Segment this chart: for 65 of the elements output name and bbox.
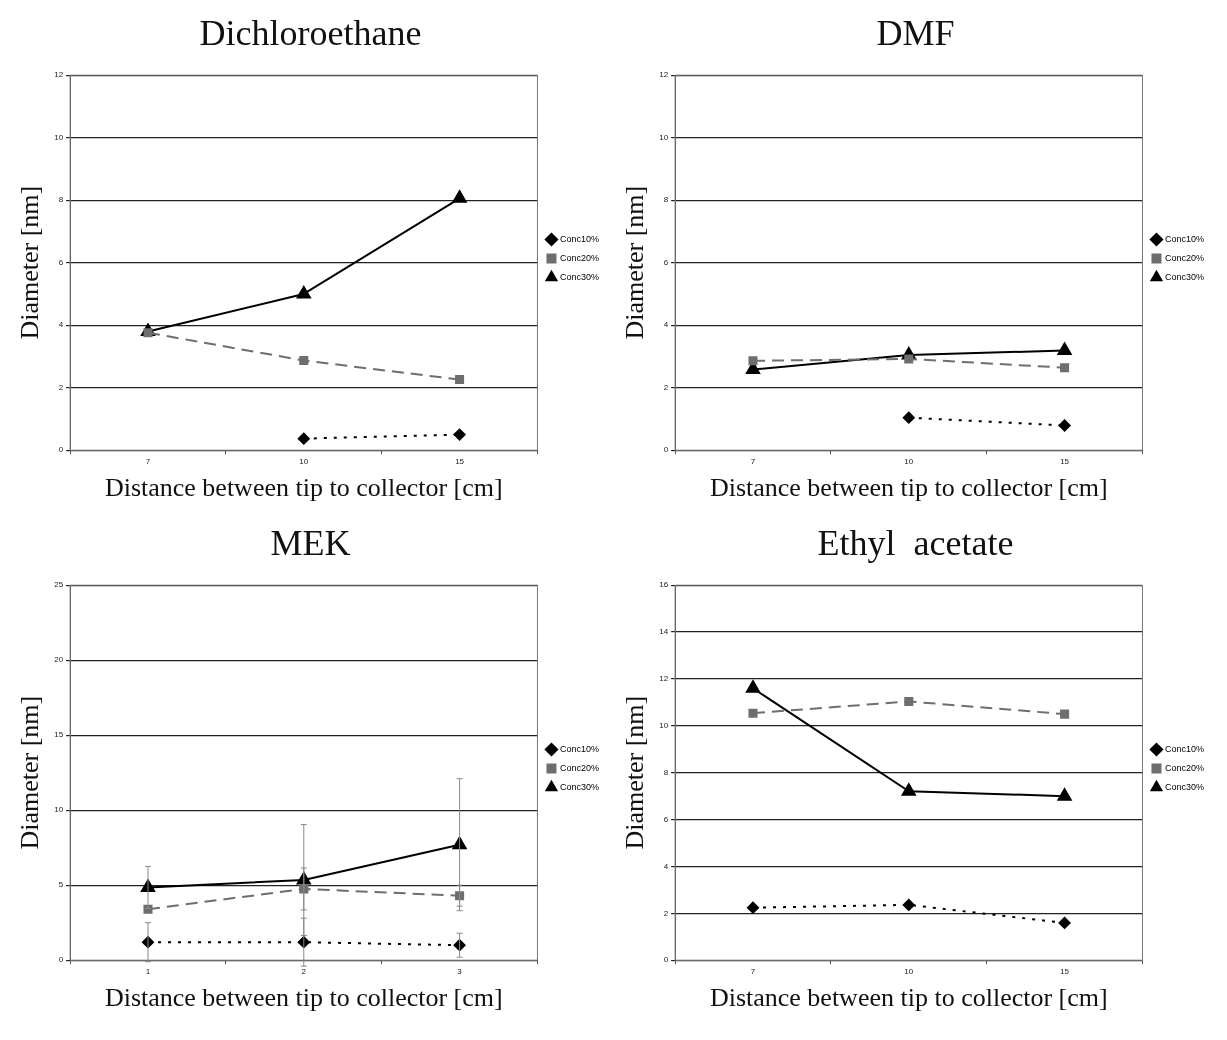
x-tick-label: 7 bbox=[145, 457, 151, 467]
y-tick-label: 6 bbox=[663, 257, 669, 267]
y-tick-label: 6 bbox=[58, 257, 64, 267]
x-tick-label: 15 bbox=[455, 457, 465, 467]
legend-label: Conc30% bbox=[559, 271, 600, 282]
legend-label: Conc30% bbox=[1164, 781, 1205, 792]
x-tick-label: 10 bbox=[904, 457, 914, 467]
legend-label: Conc10% bbox=[1164, 743, 1205, 754]
y-tick-label: 0 bbox=[663, 445, 669, 455]
x-axis-title: Distance between tip to collector [cm] bbox=[104, 473, 503, 503]
chart-title: Dichloroethane bbox=[199, 13, 422, 54]
x-tick-label: 15 bbox=[1060, 457, 1070, 467]
x-tick-label: 1 bbox=[145, 967, 151, 977]
y-tick-label: 4 bbox=[58, 320, 64, 330]
y-tick-label: 8 bbox=[58, 195, 64, 205]
x-tick-label: 15 bbox=[1060, 967, 1070, 977]
chart-title: DMF bbox=[876, 13, 955, 54]
y-tick-label: 2 bbox=[58, 382, 64, 392]
y-tick-label: 2 bbox=[663, 908, 669, 918]
y-tick-label: 0 bbox=[663, 955, 669, 965]
y-tick-label: 10 bbox=[54, 132, 64, 142]
y-tick-label: 8 bbox=[663, 767, 669, 777]
legend-label: Conc20% bbox=[559, 762, 600, 773]
y-tick-label: 0 bbox=[58, 445, 64, 455]
y-tick-label: 12 bbox=[659, 70, 669, 80]
y-axis-title: Diameter [nm] bbox=[620, 185, 650, 340]
y-axis-title: Diameter [nm] bbox=[15, 695, 45, 850]
x-tick-label: 7 bbox=[750, 967, 756, 977]
legend-label: Conc30% bbox=[1164, 271, 1205, 282]
x-axis-title: Distance between tip to collector [cm] bbox=[709, 983, 1108, 1013]
x-tick-label: 10 bbox=[299, 457, 309, 467]
x-axis-title: Distance between tip to collector [cm] bbox=[104, 983, 503, 1013]
y-tick-label: 8 bbox=[663, 195, 669, 205]
x-tick-label: 3 bbox=[457, 967, 463, 977]
y-tick-label: 10 bbox=[54, 805, 64, 815]
y-tick-label: 2 bbox=[663, 382, 669, 392]
legend-label: Conc20% bbox=[1164, 252, 1205, 263]
legend-label: Conc20% bbox=[1164, 762, 1205, 773]
y-axis-title: Diameter [nm] bbox=[15, 185, 45, 340]
y-tick-label: 12 bbox=[54, 70, 64, 80]
y-tick-label: 4 bbox=[663, 861, 669, 871]
y-axis-title: Diameter [nm] bbox=[620, 695, 650, 850]
y-tick-label: 10 bbox=[659, 721, 669, 731]
legend-label: Conc10% bbox=[559, 233, 600, 244]
y-tick-label: 6 bbox=[663, 814, 669, 824]
y-tick-label: 14 bbox=[659, 627, 669, 637]
y-tick-label: 16 bbox=[659, 580, 669, 590]
x-tick-label: 7 bbox=[750, 457, 756, 467]
legend-label: Conc10% bbox=[1164, 233, 1205, 244]
chart-title: Ethyl acetate bbox=[817, 523, 1014, 564]
x-tick-label: 2 bbox=[301, 967, 307, 977]
y-tick-label: 15 bbox=[54, 730, 64, 740]
y-tick-label: 20 bbox=[54, 655, 64, 665]
y-tick-label: 0 bbox=[58, 955, 64, 965]
y-tick-label: 5 bbox=[58, 880, 64, 890]
x-tick-label: 10 bbox=[904, 967, 914, 977]
chart-title: MEK bbox=[270, 523, 351, 564]
x-axis-title: Distance between tip to collector [cm] bbox=[709, 473, 1108, 503]
y-tick-label: 25 bbox=[54, 580, 64, 590]
y-tick-label: 12 bbox=[659, 674, 669, 684]
legend-label: Conc20% bbox=[559, 252, 600, 263]
y-tick-label: 4 bbox=[663, 320, 669, 330]
legend-label: Conc30% bbox=[559, 781, 600, 792]
legend-label: Conc10% bbox=[559, 743, 600, 754]
y-tick-label: 10 bbox=[659, 132, 669, 142]
